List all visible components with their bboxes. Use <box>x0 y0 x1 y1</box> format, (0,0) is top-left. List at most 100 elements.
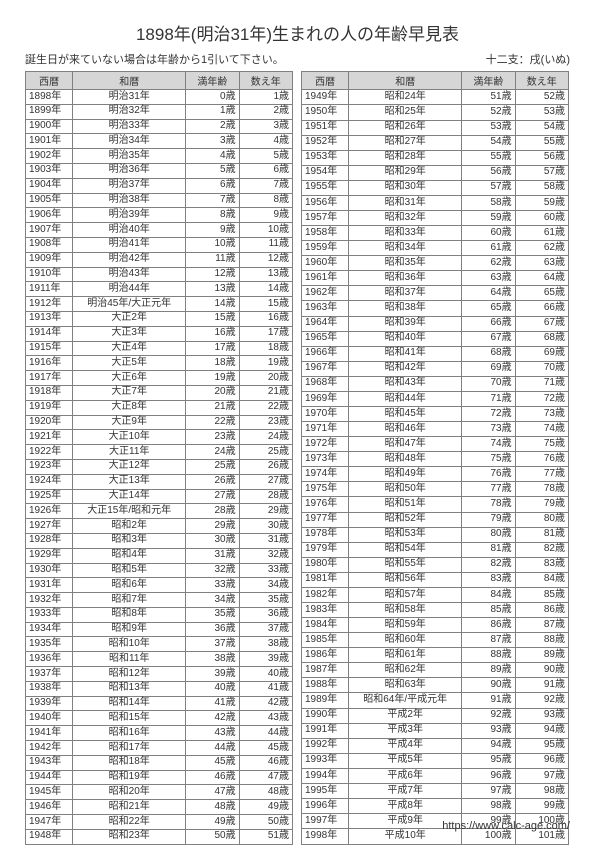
table-row: 1910年明治43年12歳13歳 <box>26 267 293 282</box>
table-cell: 昭和38年 <box>349 301 462 316</box>
table-cell: 昭和19年 <box>73 770 186 785</box>
table-cell: 大正14年 <box>73 489 186 504</box>
table-cell: 47歳 <box>239 770 292 785</box>
table-cell: 38歳 <box>186 652 239 667</box>
table-cell: 98歳 <box>515 783 568 798</box>
table-cell: 26歳 <box>186 474 239 489</box>
table-cell: 80歳 <box>462 527 515 542</box>
table-row: 1957年昭和32年59歳60歳 <box>302 210 569 225</box>
table-cell: 1942年 <box>26 741 73 756</box>
table-cell: 明治31年 <box>73 90 186 105</box>
table-cell: 62歳 <box>462 256 515 271</box>
table-cell: 13歳 <box>239 267 292 282</box>
table-row: 1993年平成5年95歳96歳 <box>302 753 569 768</box>
table-row: 1979年昭和54年81歳82歳 <box>302 542 569 557</box>
table-cell: 53歳 <box>462 120 515 135</box>
column-header: 満年齢 <box>462 72 515 90</box>
table-cell: 1921年 <box>26 430 73 445</box>
table-cell: 41歳 <box>186 696 239 711</box>
table-row: 1938年昭和13年40歳41歳 <box>26 681 293 696</box>
table-row: 1951年昭和26年53歳54歳 <box>302 120 569 135</box>
table-cell: 92歳 <box>462 708 515 723</box>
table-cell: 1947年 <box>26 815 73 830</box>
table-cell: 90歳 <box>515 663 568 678</box>
table-cell: 昭和36年 <box>349 271 462 286</box>
table-cell: 73歳 <box>515 406 568 421</box>
table-cell: 1969年 <box>302 391 349 406</box>
table-row: 1928年昭和3年30歳31歳 <box>26 533 293 548</box>
table-cell: 昭和47年 <box>349 437 462 452</box>
table-cell: 31歳 <box>186 548 239 563</box>
table-cell: 69歳 <box>515 346 568 361</box>
table-cell: 71歳 <box>462 391 515 406</box>
table-cell: 平成2年 <box>349 708 462 723</box>
table-cell: 昭和22年 <box>73 815 186 830</box>
table-cell: 15歳 <box>239 297 292 312</box>
table-row: 1916年大正5年18歳19歳 <box>26 356 293 371</box>
table-cell: 1959年 <box>302 241 349 256</box>
table-cell: 35歳 <box>186 607 239 622</box>
table-cell: 1961年 <box>302 271 349 286</box>
table-cell: 25歳 <box>239 445 292 460</box>
table-row: 1915年大正4年17歳18歳 <box>26 341 293 356</box>
table-cell: 22歳 <box>186 415 239 430</box>
table-cell: 91歳 <box>515 678 568 693</box>
table-cell: 86歳 <box>515 603 568 618</box>
table-cell: 67歳 <box>462 331 515 346</box>
table-cell: 18歳 <box>239 341 292 356</box>
table-cell: 1906年 <box>26 208 73 223</box>
table-cell: 42歳 <box>186 711 239 726</box>
table-cell: 75歳 <box>515 437 568 452</box>
table-cell: 1992年 <box>302 738 349 753</box>
table-cell: 1941年 <box>26 726 73 741</box>
table-cell: 大正8年 <box>73 400 186 415</box>
table-cell: 大正6年 <box>73 371 186 386</box>
table-cell: 53歳 <box>515 105 568 120</box>
table-cell: 91歳 <box>462 693 515 708</box>
table-cell: 63歳 <box>515 256 568 271</box>
table-cell: 0歳 <box>186 90 239 105</box>
table-cell: 40歳 <box>239 667 292 682</box>
table-cell: 昭和26年 <box>349 120 462 135</box>
table-cell: 大正11年 <box>73 445 186 460</box>
table-cell: 1965年 <box>302 331 349 346</box>
table-cell: 47歳 <box>186 785 239 800</box>
table-cell: 平成7年 <box>349 783 462 798</box>
table-cell: 1928年 <box>26 533 73 548</box>
table-cell: 88歳 <box>515 633 568 648</box>
table-cell: 1901年 <box>26 134 73 149</box>
table-row: 1945年昭和20年47歳48歳 <box>26 785 293 800</box>
table-cell: 58歳 <box>462 195 515 210</box>
table-cell: 大正7年 <box>73 385 186 400</box>
table-cell: 85歳 <box>515 587 568 602</box>
table-cell: 1960年 <box>302 256 349 271</box>
table-cell: 昭和40年 <box>349 331 462 346</box>
table-cell: 昭和62年 <box>349 663 462 678</box>
footer-url: https://www.calc-age.com/ <box>442 820 570 832</box>
table-cell: 1963年 <box>302 301 349 316</box>
table-cell: 1908年 <box>26 237 73 252</box>
table-cell: 5歳 <box>239 149 292 164</box>
table-cell: 1983年 <box>302 603 349 618</box>
table-cell: 1962年 <box>302 286 349 301</box>
table-cell: 昭和37年 <box>349 286 462 301</box>
table-row: 1956年昭和31年58歳59歳 <box>302 195 569 210</box>
table-row: 1953年昭和28年55歳56歳 <box>302 150 569 165</box>
table-row: 1981年昭和56年83歳84歳 <box>302 572 569 587</box>
table-cell: 1907年 <box>26 223 73 238</box>
table-cell: 28歳 <box>239 489 292 504</box>
table-cell: 76歳 <box>462 467 515 482</box>
table-row: 1969年昭和44年71歳72歳 <box>302 391 569 406</box>
table-cell: 37歳 <box>239 622 292 637</box>
table-cell: 20歳 <box>186 385 239 400</box>
table-cell: 95歳 <box>462 753 515 768</box>
table-cell: 89歳 <box>515 648 568 663</box>
table-cell: 59歳 <box>462 210 515 225</box>
table-cell: 10歳 <box>239 223 292 238</box>
page-title: 1898年(明治31年)生まれの人の年齢早見表 <box>25 20 570 45</box>
table-cell: 97歳 <box>515 768 568 783</box>
table-cell: 昭和20年 <box>73 785 186 800</box>
age-table-left: 西暦和暦満年齢数え年1898年明治31年0歳1歳1899年明治32年1歳2歳19… <box>25 71 293 845</box>
table-cell: 32歳 <box>239 548 292 563</box>
table-cell: 92歳 <box>515 693 568 708</box>
